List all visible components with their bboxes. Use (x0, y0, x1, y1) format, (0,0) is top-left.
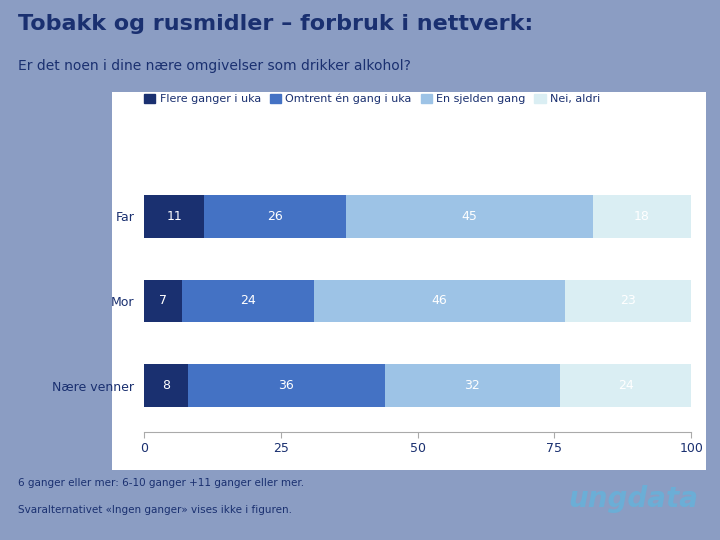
Bar (346, 195, 593, 238)
Text: 24: 24 (618, 379, 634, 392)
Text: 46: 46 (431, 294, 447, 307)
Bar (144, 280, 182, 322)
Text: 11: 11 (166, 210, 182, 223)
Text: 6 ganger eller mer: 6-10 ganger +11 ganger eller mer.: 6 ganger eller mer: 6-10 ganger +11 gang… (18, 478, 304, 488)
Bar (593, 195, 691, 238)
Text: ungdata: ungdata (569, 485, 698, 513)
Text: 8: 8 (162, 379, 170, 392)
Text: 45: 45 (462, 210, 477, 223)
Bar (182, 280, 314, 322)
Bar (565, 280, 691, 322)
Bar (384, 364, 560, 407)
Bar (144, 364, 188, 407)
Legend: Flere ganger i uka, Omtrent én gang i uka, En sjelden gang, Nei, aldri: Flere ganger i uka, Omtrent én gang i uk… (144, 93, 600, 104)
Bar (560, 364, 691, 407)
Text: 24: 24 (240, 294, 256, 307)
Bar (144, 195, 204, 238)
Bar (314, 280, 565, 322)
Text: 23: 23 (621, 294, 636, 307)
Text: 26: 26 (267, 210, 283, 223)
Text: 7: 7 (159, 294, 167, 307)
Text: Tobakk og rusmidler – forbruk i nettverk:: Tobakk og rusmidler – forbruk i nettverk… (18, 14, 534, 33)
Text: Svaralternativet «Ingen ganger» vises ikke i figuren.: Svaralternativet «Ingen ganger» vises ik… (18, 505, 292, 515)
Text: Er det noen i dine nære omgivelser som drikker alkohol?: Er det noen i dine nære omgivelser som d… (18, 59, 411, 73)
Text: 32: 32 (464, 379, 480, 392)
Text: 36: 36 (279, 379, 294, 392)
Bar (188, 364, 384, 407)
Text: 18: 18 (634, 210, 650, 223)
Bar (204, 195, 346, 238)
